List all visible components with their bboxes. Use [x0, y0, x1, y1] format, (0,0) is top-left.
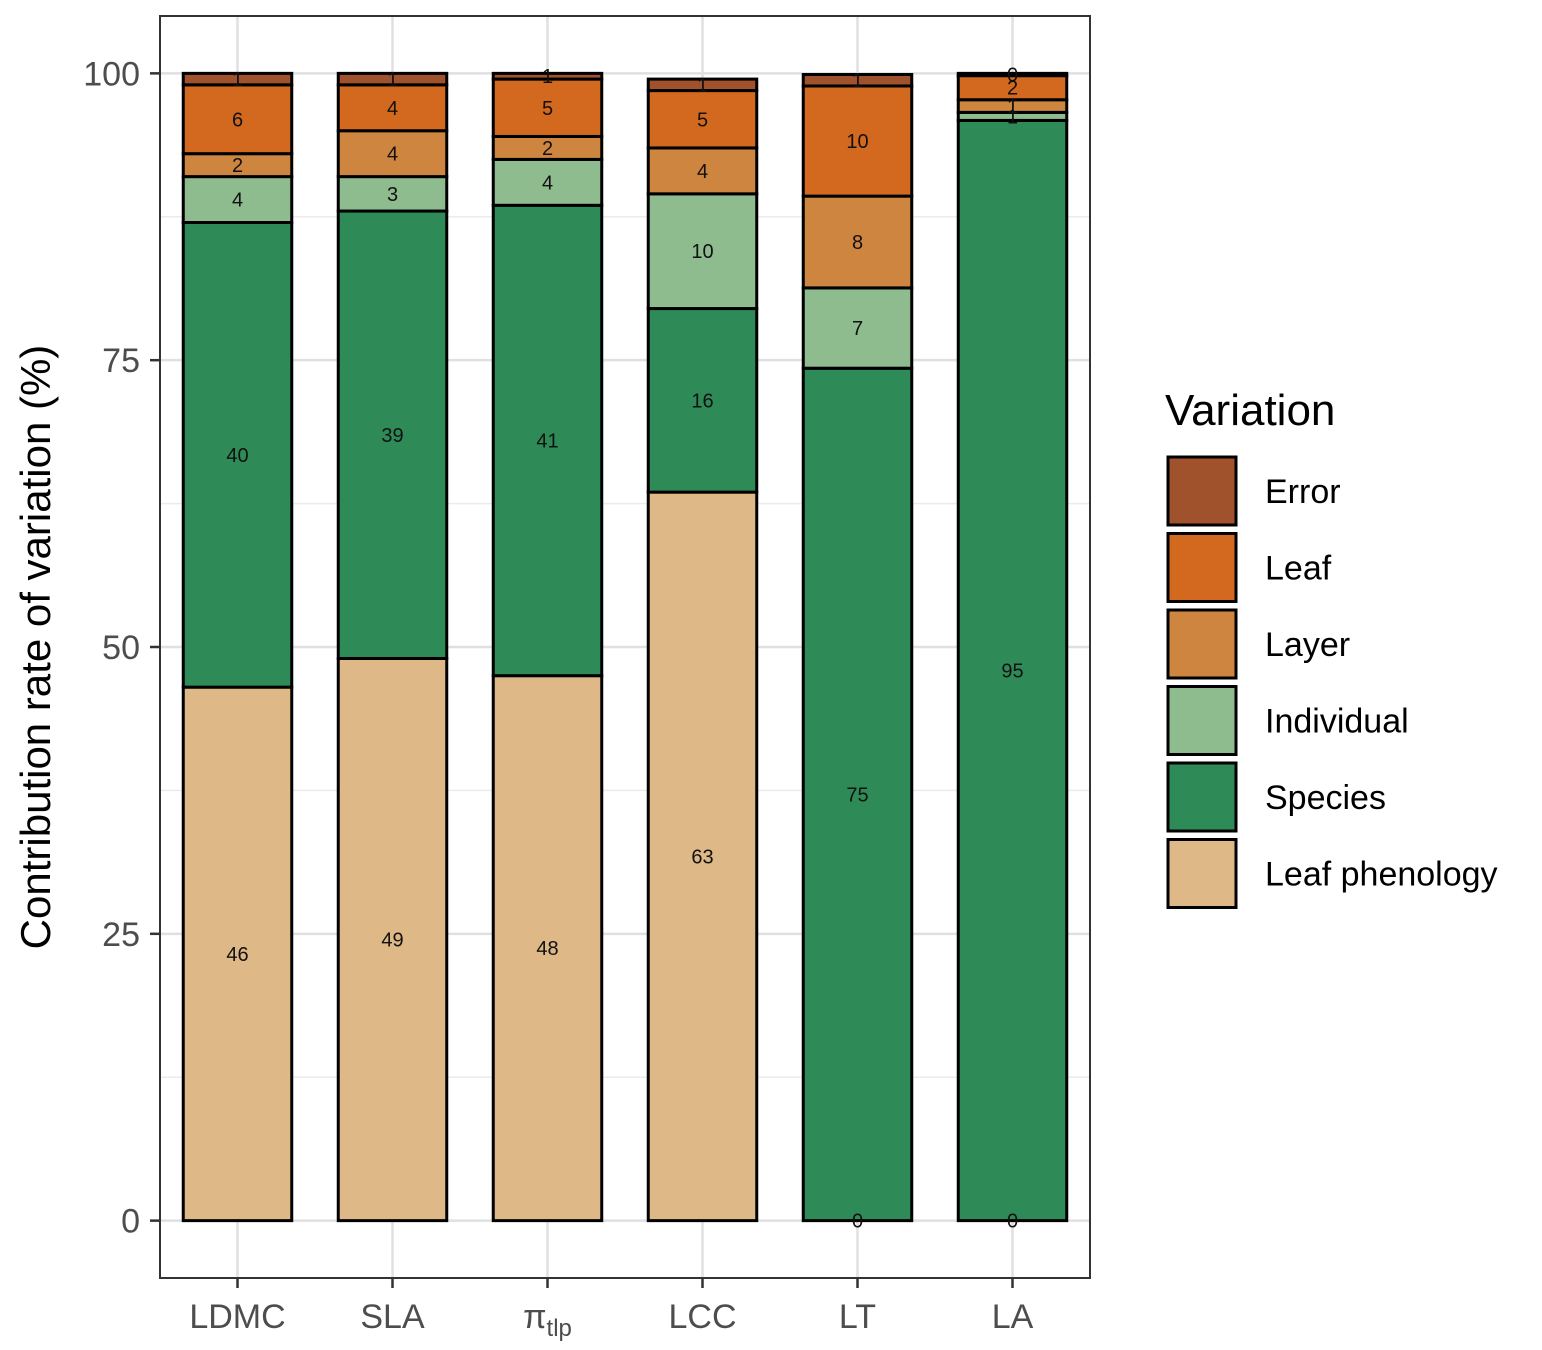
segment-label-layer: 4: [697, 161, 708, 183]
segment-label-error: 1: [852, 70, 863, 92]
x-tick-label: LA: [992, 1298, 1034, 1336]
segment-label-individual: 1: [1007, 106, 1018, 128]
segment-label-error: 1: [232, 69, 243, 91]
bar-segment-leaf-phenology: [491, 674, 604, 1223]
segment-label-species: 39: [381, 425, 403, 447]
bar-segment-individual: [801, 286, 914, 370]
legend-swatch-leaf: [1166, 532, 1238, 603]
bar-segment-error: [336, 71, 449, 87]
segment-label-layer: 1: [1007, 96, 1018, 118]
segment-label-error: 0: [1007, 65, 1018, 87]
segment-label-leaf: 10: [846, 131, 868, 153]
bar-segment-species: [491, 203, 604, 678]
segment-label-error: 1: [542, 66, 553, 88]
legend-swatch-layer: [1166, 608, 1238, 680]
x-tick-label-base: LCC: [668, 1298, 736, 1336]
x-tick-label: πtlp: [523, 1298, 572, 1342]
x-tick-label-base: LDMC: [189, 1298, 285, 1336]
segment-label-leaf: 4: [387, 98, 398, 120]
legend-label-layer: Layer: [1265, 626, 1350, 664]
segment-label-leaf-phenology: 0: [1007, 1211, 1018, 1233]
bar-segment-error: [956, 71, 1069, 78]
segment-label-leaf: 5: [697, 109, 708, 131]
segment-label-error: 1: [387, 69, 398, 91]
bar-segment-species: [801, 366, 914, 1223]
legend-swatch-error: [1166, 455, 1238, 527]
segment-label-individual: 4: [542, 172, 553, 194]
bar-segment-leaf: [491, 77, 604, 138]
x-tick-label-base: LA: [992, 1298, 1034, 1336]
bar-segment-error: [646, 77, 759, 93]
segment-label-leaf-phenology: 48: [536, 938, 558, 960]
bar-segment-individual: [646, 192, 759, 311]
legend-swatch-individual: [1166, 685, 1238, 756]
x-tick-label: LDMC: [189, 1298, 285, 1336]
bar-segment-leaf-phenology: [646, 490, 759, 1223]
segment-label-species: 40: [226, 445, 248, 467]
segment-label-leaf: 6: [232, 109, 243, 131]
legend-label-leaf-phenology: Leaf phenology: [1265, 856, 1498, 894]
segment-label-individual: 3: [387, 184, 398, 206]
bar-segment-error: [491, 71, 604, 81]
legend-swatch-species: [1166, 761, 1238, 833]
x-axis: LDMC SLA πtlp LCC LT LA: [189, 1278, 1034, 1342]
segment-label-leaf: 5: [542, 98, 553, 120]
segment-labels: 4640426149393441484142516316104510757810…: [226, 65, 1023, 1233]
segment-label-individual: 7: [852, 318, 863, 340]
segment-label-layer: 8: [852, 232, 863, 254]
segment-label-layer: 2: [542, 138, 553, 160]
segment-label-species: 16: [691, 390, 713, 412]
x-tick-label-subscript: tlp: [547, 1315, 572, 1342]
y-axis-title: Contribution rate of variation (%): [12, 345, 59, 950]
segment-label-layer: 2: [232, 155, 243, 177]
bar-segment-error: [181, 71, 294, 87]
segment-label-leaf-phenology: 46: [226, 944, 248, 966]
y-tick-label: 100: [83, 55, 140, 93]
segment-label-species: 41: [536, 430, 558, 452]
bar-segment-individual: [491, 157, 604, 207]
y-tick-label: 25: [102, 916, 140, 954]
bars: [181, 71, 1069, 1223]
legend: Variation Error Leaf Layer Individual Specie…: [1165, 386, 1498, 910]
legend-swatch-leaf-phenology: [1166, 838, 1238, 909]
legend-label-error: Error: [1265, 473, 1341, 511]
segment-label-individual: 4: [232, 190, 243, 212]
legend-title: Variation: [1165, 386, 1335, 435]
x-tick-label-base: LT: [839, 1298, 876, 1336]
x-tick-label-base: SLA: [360, 1298, 425, 1336]
bar-segment-leaf: [801, 84, 914, 198]
y-tick-label: 0: [121, 1203, 140, 1241]
segment-label-layer: 4: [387, 144, 398, 166]
segment-label-leaf-phenology: 0: [852, 1211, 863, 1233]
y-axis: 0 25 50 75 100: [83, 55, 160, 1241]
legend-label-leaf: Leaf: [1265, 550, 1332, 588]
legend-label-individual: Individual: [1265, 703, 1409, 741]
segment-label-error: 1: [697, 75, 708, 97]
bar-segment-individual: [336, 175, 449, 213]
bar-segment-error: [801, 73, 914, 88]
x-tick-label: SLA: [360, 1298, 425, 1336]
segment-label-individual: 10: [691, 241, 713, 263]
x-tick-label: LCC: [668, 1298, 736, 1336]
bar-segment-leaf-phenology: [336, 656, 449, 1223]
y-tick-label: 75: [102, 342, 140, 380]
segment-label-leaf: 2: [1007, 78, 1018, 100]
x-tick-label: LT: [839, 1298, 876, 1336]
segment-label-species: 95: [1001, 661, 1023, 683]
segment-label-leaf-phenology: 63: [691, 846, 713, 868]
segment-label-species: 75: [846, 784, 868, 806]
x-tick-label-base: π: [523, 1298, 546, 1336]
segment-label-leaf-phenology: 49: [381, 930, 403, 952]
y-tick-label: 50: [102, 629, 140, 667]
bar-segment-species: [336, 209, 449, 660]
legend-label-species: Species: [1265, 779, 1386, 817]
